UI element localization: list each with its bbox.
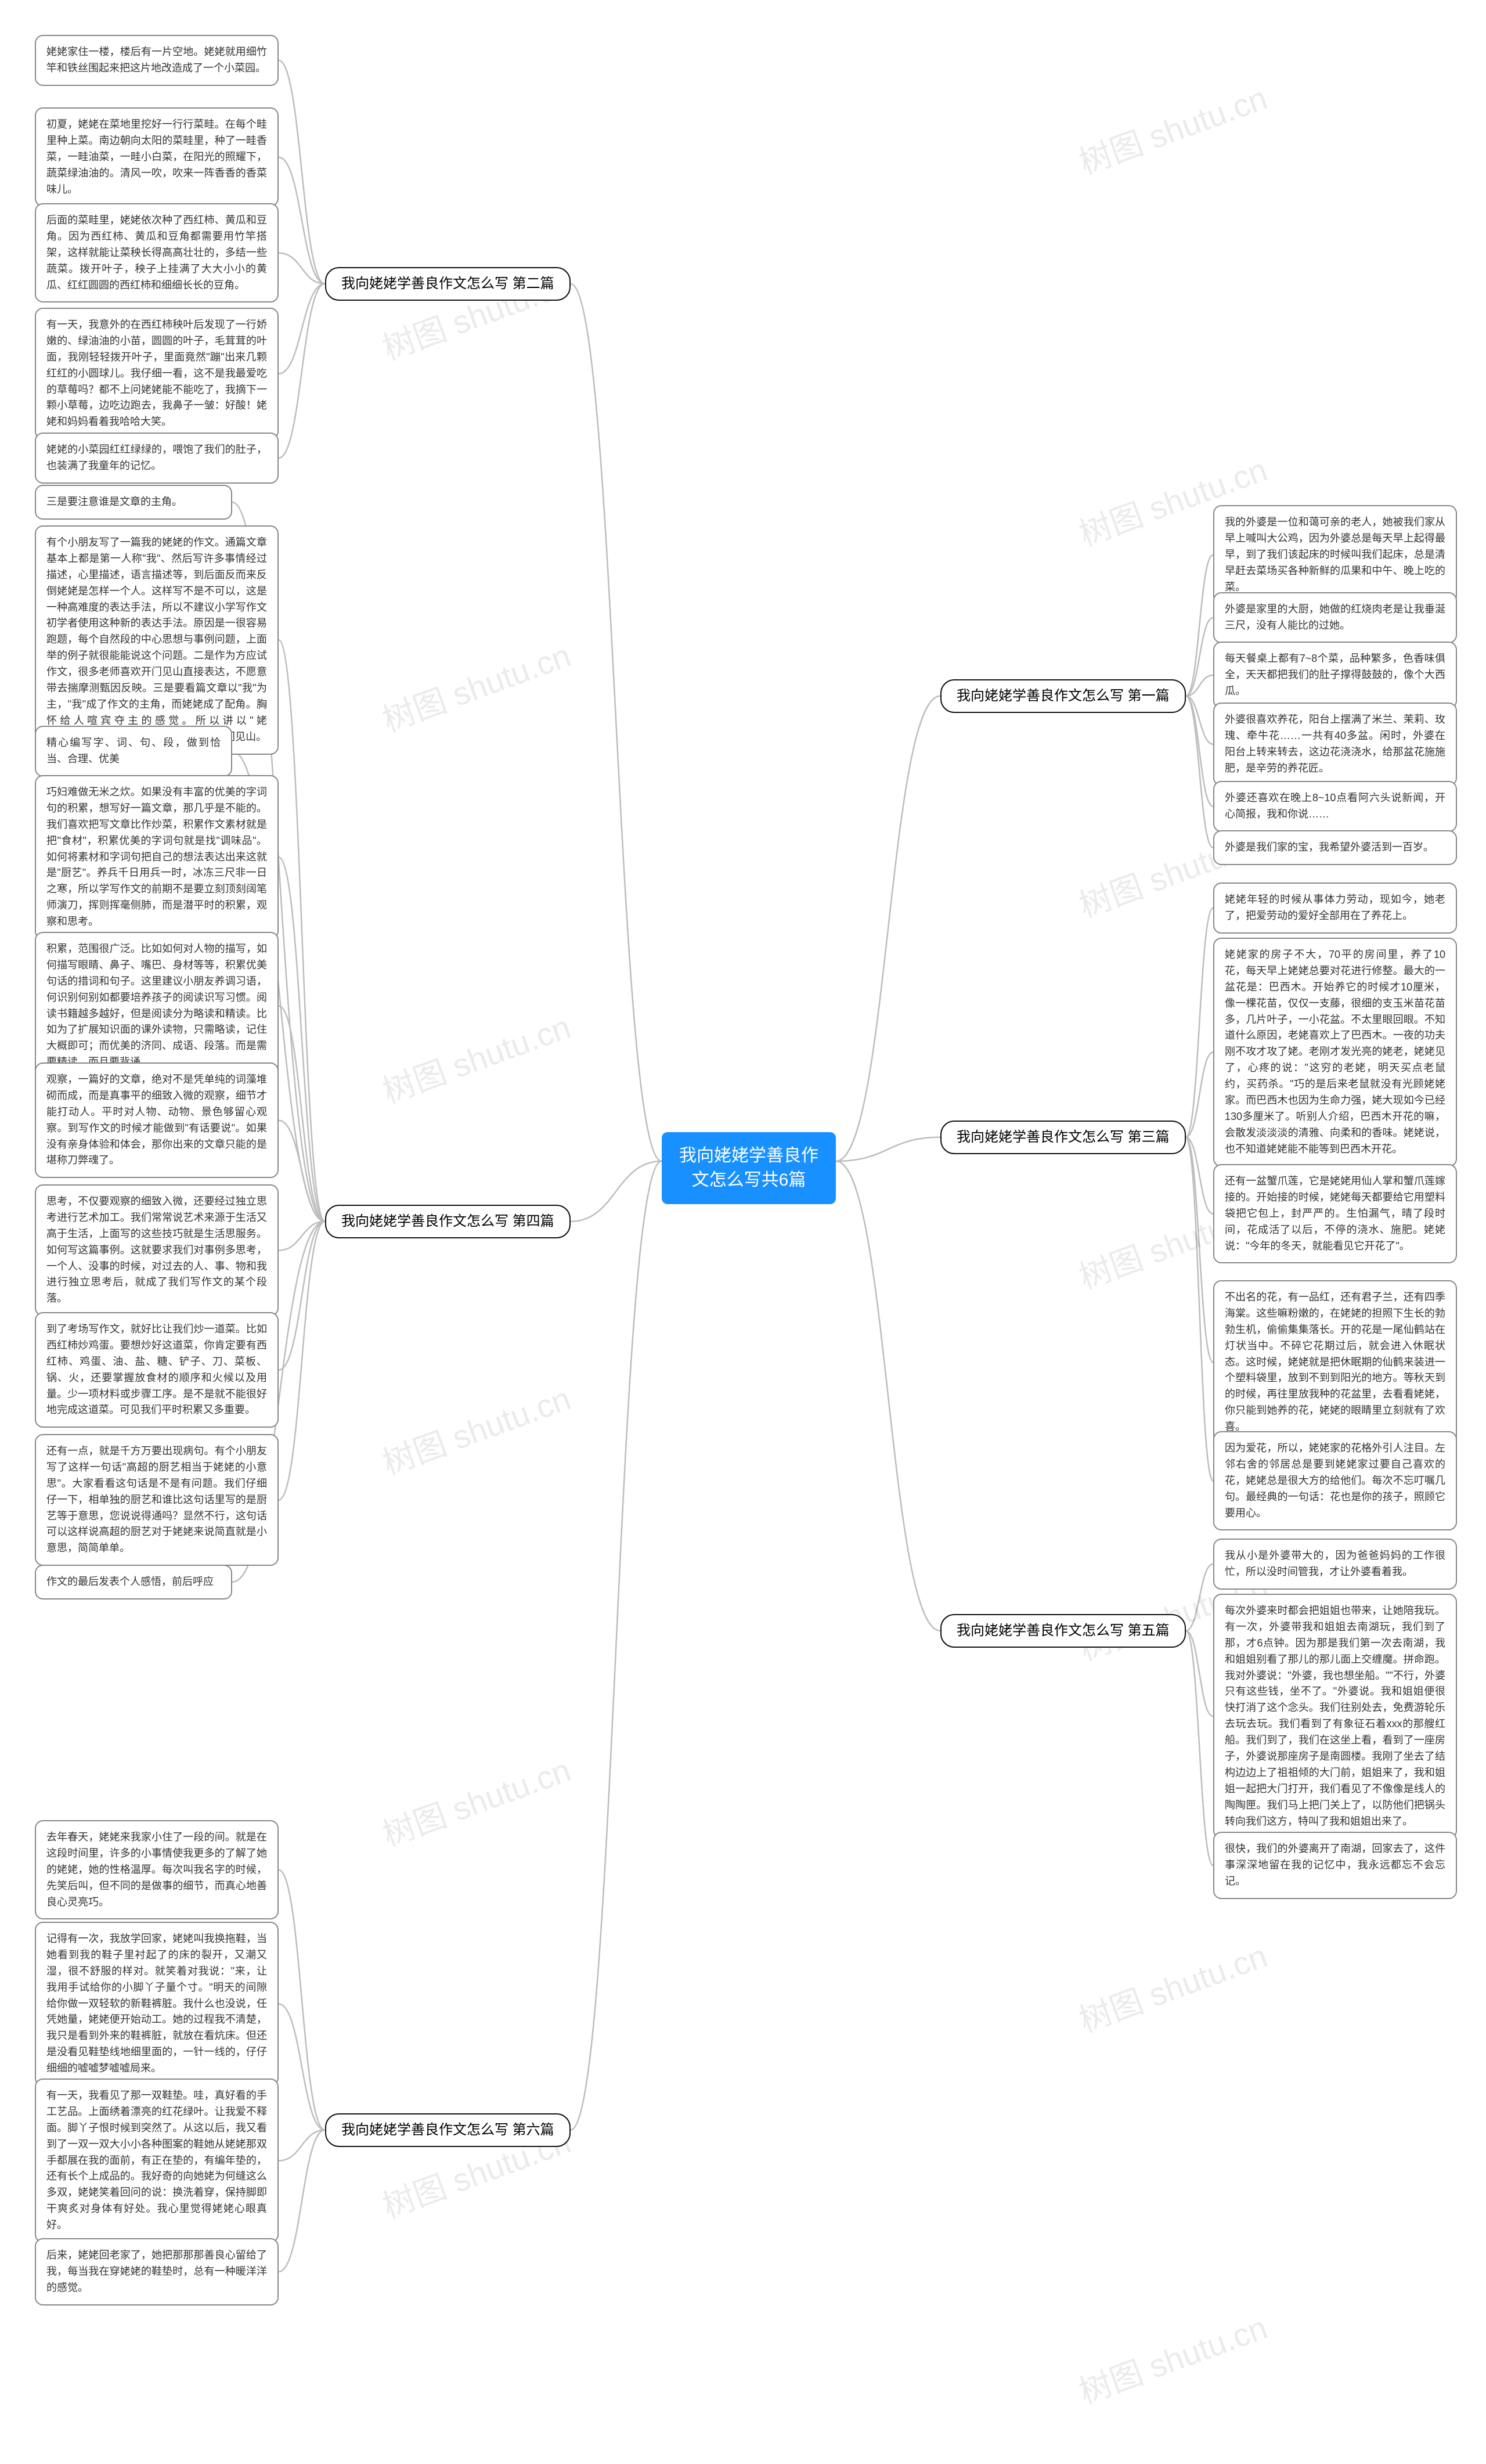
watermark: 树图 shutu.cn: [1072, 2301, 1273, 2413]
leaf-node: 姥姥家的房子不大，70平的房间里，养了10花，每天早上姥姥总要对花进行修整。最大…: [1213, 938, 1457, 1167]
leaf-node: 后来，姥姥回老家了，她把那那那善良心留给了我，每当我在穿姥姥的鞋垫时，总有一种暖…: [35, 2238, 279, 2306]
leaf-node: 有一天，我意外的在西红柿秧叶后发现了一行娇嫩的、绿油油的小苗，圆圆的叶子，毛茸茸…: [35, 308, 279, 440]
leaf-node: 姥姥家住一楼，楼后有一片空地。姥姥就用细竹竿和铁丝围起来把这片地改造成了一个小菜…: [35, 35, 279, 86]
leaf-node: 不出名的花，有一品红，还有君子兰，还有四季海棠。这些嘛粉嫩的，在姥姥的担照下生长…: [1213, 1280, 1457, 1444]
leaf-node: 巧妇难做无米之炊。如果没有丰富的优美的字词句的积累，想写好一篇文章，那几乎是不能…: [35, 775, 279, 939]
branch-node: 我向姥姥学善良作文怎么写 第一篇: [940, 679, 1186, 713]
leaf-node: 我的外婆是一位和蔼可亲的老人，她被我们家从早上喊叫大公鸡，因为外婆总是每天早上起…: [1213, 505, 1457, 604]
leaf-node: 因为爱花，所以，姥姥家的花格外引人注目。左邻右舍的邻居总是要到姥姥家过要自己喜欢…: [1213, 1431, 1457, 1530]
leaf-node: 每天餐桌上都有7~8个菜，品种繁多，色香味俱全，天天都把我们的肚子撑得鼓鼓的，像…: [1213, 642, 1457, 709]
leaf-node: 作文的最后发表个人感悟，前后呼应: [35, 1565, 232, 1600]
leaf-node: 还有一盆蟹爪莲，它是姥姥用仙人掌和蟹爪莲嫁接的。开始接的时候，姥姥每天都要给它用…: [1213, 1164, 1457, 1263]
branch-node: 我向姥姥学善良作文怎么写 第五篇: [940, 1614, 1186, 1648]
leaf-node: 积累，范围很广泛。比如如何对人物的描写，如何描写眼睛、鼻子、嘴巴、身材等等，积累…: [35, 932, 279, 1080]
leaf-node: 到了考场写作文，就好比让我们炒一道菜。比如西红柿炒鸡蛋。要想炒好这道菜，你肯定要…: [35, 1312, 279, 1428]
leaf-node: 有一天，我看见了那一双鞋垫。哇，真好看的手工艺品。上面绣着漂亮的红花绿叶。让我爱…: [35, 2078, 279, 2243]
leaf-node: 外婆很喜欢养花，阳台上摆满了米兰、茉莉、玫瑰、牵牛花……一共有40多盆。闲时，外…: [1213, 703, 1457, 786]
watermark: 树图 shutu.cn: [375, 1373, 576, 1484]
leaf-node: 外婆是家里的大厨，她做的红烧肉老是让我垂涎三尺，没有人能比的过她。: [1213, 592, 1457, 643]
leaf-node: 还有一点，就是千方万要出现病句。有个小朋友写了这样一句话"高超的厨艺相当于姥姥的…: [35, 1434, 279, 1566]
branch-node: 我向姥姥学善良作文怎么写 第二篇: [325, 267, 571, 301]
leaf-node: 思考，不仅要观察的细致入微，还要经过独立思考进行艺术加工。我们常常说艺术来源于生…: [35, 1184, 279, 1316]
watermark: 树图 shutu.cn: [375, 1001, 576, 1112]
leaf-node: 姥姥年轻的时候从事体力劳动，现如今，她老了，把爱劳动的爱好全部用在了养花上。: [1213, 882, 1457, 934]
leaf-node: 每次外婆来时都会把姐姐也带来，让她陪我玩。有一次，外婆带我和姐姐去南湖玩，我们到…: [1213, 1594, 1457, 1839]
leaf-node: 精心编写字、词、句、段，做到恰当、合理、优美: [35, 726, 232, 777]
leaf-node: 三是要注意谁是文章的主角。: [35, 485, 232, 520]
leaf-node: 记得有一次，我放学回家，姥姥叫我换拖鞋，当她看到我的鞋子里衬起了的床的裂开，又潮…: [35, 1922, 279, 2086]
leaf-node: 我从小是外婆带大的，因为爸爸妈妈的工作很忙，所以没时间管我，才让外婆看着我。: [1213, 1539, 1457, 1590]
leaf-node: 去年春天，姥姥来我家小住了一段的间。就是在这段时间里，许多的小事情使我更多的了解…: [35, 1820, 279, 1919]
watermark: 树图 shutu.cn: [375, 629, 576, 741]
watermark: 树图 shutu.cn: [375, 1744, 576, 1856]
leaf-node: 有个小朋友写了一篇我的姥姥的作文。通篇文章基本上都是第一人称"我"、然后写许多事…: [35, 525, 279, 755]
leaf-node: 初夏，姥姥在菜地里挖好一行行菜畦。在每个畦里种上菜。南边朝向太阳的菜畦里，种了一…: [35, 107, 279, 207]
branch-node: 我向姥姥学善良作文怎么写 第三篇: [940, 1121, 1186, 1154]
leaf-node: 后面的菜畦里，姥姥依次种了西红柿、黄瓜和豆角。因为西红柿、黄瓜和豆角都需要用竹竿…: [35, 203, 279, 302]
leaf-node: 观察，一篇好的文章，绝对不是凭单纯的词藻堆砌而成，而是真事平的细致入微的观察，细…: [35, 1062, 279, 1178]
branch-node: 我向姥姥学善良作文怎么写 第四篇: [325, 1205, 571, 1238]
watermark: 树图 shutu.cn: [1072, 1930, 1273, 2041]
leaf-node: 外婆是我们家的宝，我希望外婆活到一百岁。: [1213, 830, 1457, 865]
watermark: 树图 shutu.cn: [1072, 72, 1273, 183]
branch-node: 我向姥姥学善良作文怎么写 第六篇: [325, 2113, 571, 2147]
center-node: 我向姥姥学善良作文怎么写共6篇: [662, 1132, 836, 1204]
leaf-node: 很快，我们的外婆离开了南湖，回家去了，这件事深深地留在我的记忆中，我永远都忘不会…: [1213, 1832, 1457, 1899]
leaf-node: 外婆还喜欢在晚上8~10点看阿六头说新闻，开心简报，我和你说……: [1213, 781, 1457, 832]
leaf-node: 姥姥的小菜园红红绿绿的，喂饱了我们的肚子，也装满了我童年的记忆。: [35, 433, 279, 484]
